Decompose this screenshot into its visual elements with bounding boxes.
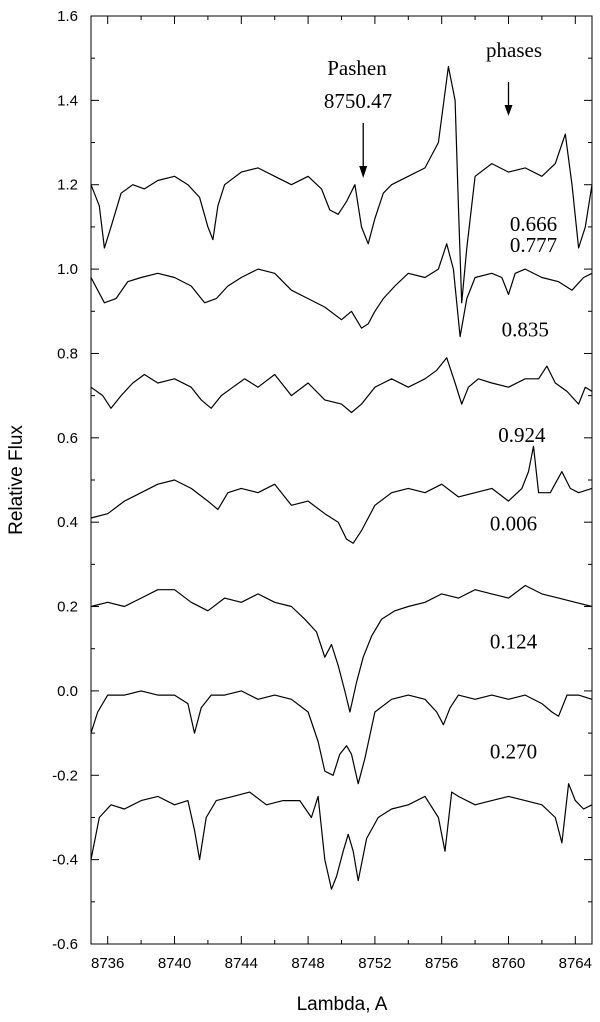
spectrum-line-0.270: [90, 783, 593, 890]
phase-label: 0.124: [490, 630, 538, 654]
phase-label: 0.835: [502, 318, 549, 342]
annotations: Pashen 8750.47 phases: [324, 38, 542, 178]
y-tick-label: 1.2: [57, 177, 78, 194]
spectrum-line-0.835: [90, 357, 593, 414]
phase-label: 0.777: [510, 233, 557, 257]
phase-label: 0.006: [490, 512, 537, 536]
pashen-label: Pashen: [327, 56, 387, 80]
x-axis: 8736 8740 8744 8748 8752 8756 8760 8764: [91, 16, 592, 972]
x-tick-label: 8736: [91, 955, 124, 972]
spectrum-line-0.666: [90, 65, 593, 304]
x-tick-label: 8744: [225, 955, 258, 972]
y-tick-label: 0.8: [57, 345, 78, 362]
x-tick-label: 8740: [158, 955, 191, 972]
x-tick-label: 8764: [559, 955, 592, 972]
y-tick-label: -0.2: [52, 767, 78, 784]
phases-label: phases: [486, 38, 542, 62]
x-tick-label: 8760: [492, 955, 525, 972]
phase-label: 0.270: [490, 739, 537, 763]
y-tick-label: 1.4: [57, 92, 78, 109]
spectrum-line-0.124: [90, 690, 593, 785]
y-tick-label: 0.6: [57, 430, 78, 447]
y-tick-label: 1.0: [57, 261, 78, 278]
y-axis: -0.6 -0.4 -0.2 0.0 0.2 0.4 0.6 0.8 1.0 1.2 1.4 1.6: [52, 8, 592, 953]
spectrum-line-0.006: [90, 584, 593, 713]
y-tick-label: -0.6: [52, 936, 78, 953]
plot-frame: [90, 15, 593, 945]
pashen-arrow-head: [359, 166, 368, 178]
x-tick-label: 8748: [291, 955, 324, 972]
x-tick-label: 8756: [425, 955, 458, 972]
y-tick-label: 0.2: [57, 599, 78, 616]
spectrum-line-0.924: [90, 445, 593, 544]
x-tick-label: 8752: [358, 955, 391, 972]
y-tick-label: 0.0: [57, 683, 78, 700]
y-tick-label: 1.6: [57, 8, 78, 25]
y-axis-title: Relative Flux: [6, 425, 27, 535]
spectrum-line-0.777: [90, 243, 593, 338]
phase-label: 0.924: [498, 423, 546, 447]
x-axis-title: Lambda, A: [297, 994, 388, 1015]
y-tick-label: -0.4: [52, 852, 78, 869]
pashen-wavelength-label: 8750.47: [324, 89, 392, 113]
phases-arrow-head: [504, 105, 513, 116]
phase-label: 0.666: [510, 212, 557, 236]
y-tick-label: 0.4: [57, 514, 78, 531]
